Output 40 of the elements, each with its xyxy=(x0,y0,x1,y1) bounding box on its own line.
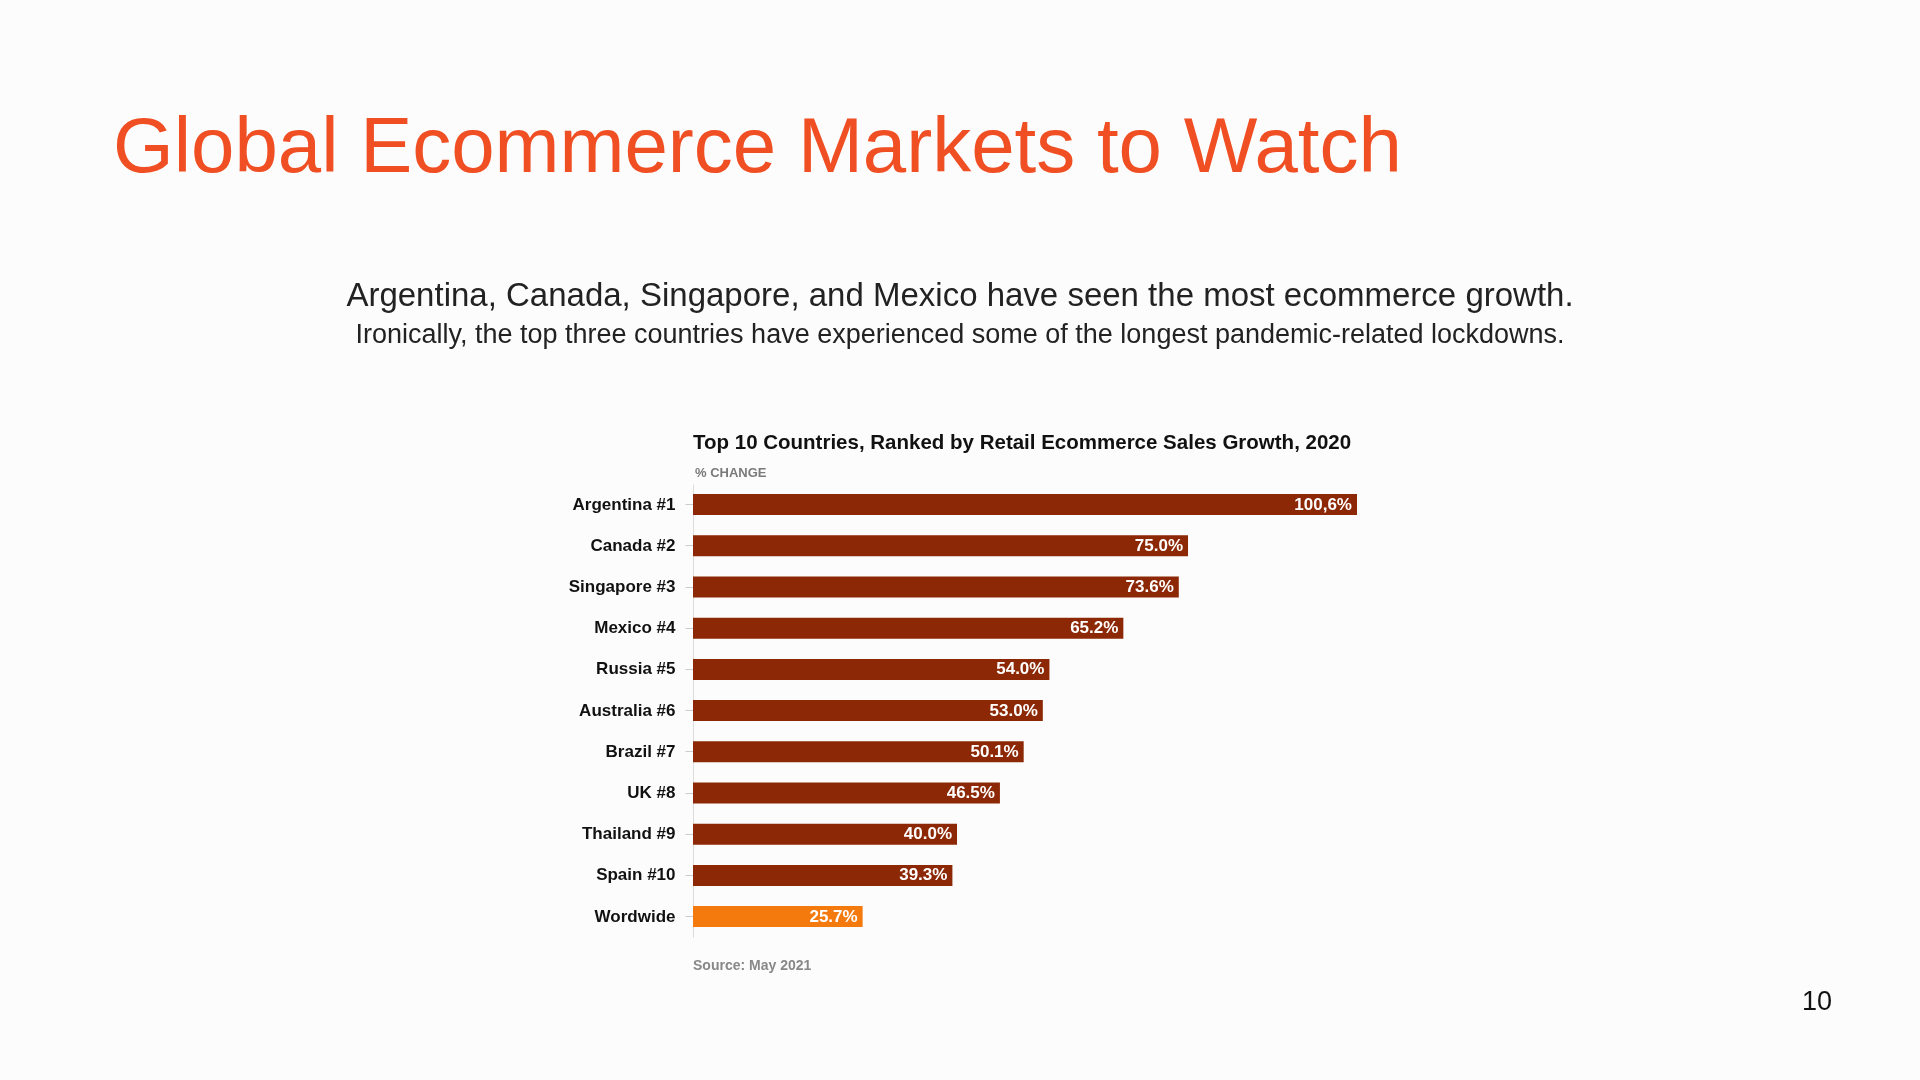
bar xyxy=(693,741,1024,763)
data-label: 54.0% xyxy=(996,659,1045,679)
bar xyxy=(693,658,1050,680)
y-tick-label: Mexico #4 xyxy=(594,618,677,638)
data-label: 65.2% xyxy=(1070,618,1119,638)
bar xyxy=(693,700,1043,722)
bar xyxy=(693,617,1124,639)
y-tick-label: Spain #10 xyxy=(596,865,676,885)
text: Ironically, the top three countries have experienced some of the longest pandemic-related lockdowns. xyxy=(355,319,1565,349)
chart-subtitle: Argentina, Canada, Singapore, and Mexico have seen the most ecommerce growth. xyxy=(346,276,1574,313)
y-tick-label: Thailand #9 xyxy=(581,824,676,844)
text: Top 10 Countries, Ranked by Retail Ecommerce Sales Growth, 2020 xyxy=(693,430,1352,453)
bar xyxy=(693,576,1179,598)
y-tick-label: UK #8 xyxy=(627,783,676,802)
data-label: 100,6% xyxy=(1294,494,1352,514)
chart-title: Global Ecommerce Markets to Watch xyxy=(113,101,1402,189)
data-label: 46.5% xyxy=(946,783,995,802)
bar xyxy=(693,906,863,928)
bar xyxy=(693,535,1189,557)
data-label: 50.1% xyxy=(970,741,1019,761)
x-axis-title: % CHANGE xyxy=(695,465,767,480)
data-label: 39.3% xyxy=(899,865,948,885)
y-tick-label: Australia #6 xyxy=(579,700,676,720)
y-tick-label: Singapore #3 xyxy=(568,577,676,596)
y-tick-label: Argentina #1 xyxy=(572,494,676,514)
y-tick-label: Wordwide xyxy=(594,906,676,926)
bar xyxy=(693,782,1000,804)
bar xyxy=(693,494,1357,516)
y-tick-label: Russia #5 xyxy=(596,659,676,679)
data-label: 75.0% xyxy=(1134,535,1184,555)
y-tick-label: Brazil #7 xyxy=(605,741,676,761)
data-label: 73.6% xyxy=(1125,577,1174,596)
y-tick-label: Canada #2 xyxy=(590,535,676,555)
data-label: 53.0% xyxy=(989,700,1038,720)
data-label: 25.7% xyxy=(809,906,858,926)
bar xyxy=(693,864,953,886)
source-note: Source: May 2021 xyxy=(693,957,812,973)
data-label: 40.0% xyxy=(903,824,953,844)
bar xyxy=(693,823,958,845)
text: 10 xyxy=(1802,986,1833,1016)
